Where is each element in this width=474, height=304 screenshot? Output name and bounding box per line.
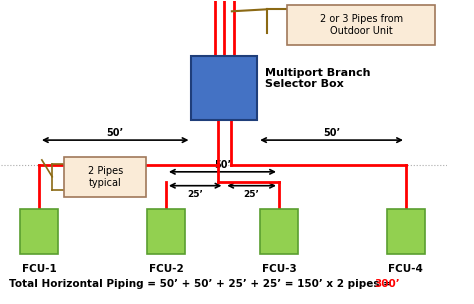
Text: 300’: 300’ xyxy=(374,279,400,289)
Text: FCU-4: FCU-4 xyxy=(388,264,423,274)
Text: 50’: 50’ xyxy=(323,128,340,138)
Text: FCU-2: FCU-2 xyxy=(149,264,183,274)
Text: Total Horizontal Piping = 50’ + 50’ + 25’ + 25’ = 150’ x 2 pipes =: Total Horizontal Piping = 50’ + 50’ + 25… xyxy=(9,279,395,289)
Bar xyxy=(260,209,298,254)
Text: 2 Pipes
typical: 2 Pipes typical xyxy=(88,166,123,188)
Text: FCU-1: FCU-1 xyxy=(22,264,56,274)
Text: 2 or 3 Pipes from
Outdoor Unit: 2 or 3 Pipes from Outdoor Unit xyxy=(319,14,403,36)
Bar xyxy=(147,209,185,254)
Text: 50’: 50’ xyxy=(214,160,231,170)
Bar xyxy=(387,209,425,254)
FancyBboxPatch shape xyxy=(287,5,435,45)
Text: 50’: 50’ xyxy=(107,128,124,138)
Text: 25’: 25’ xyxy=(244,190,260,199)
Text: 25’: 25’ xyxy=(187,190,203,199)
FancyBboxPatch shape xyxy=(64,157,146,197)
Bar xyxy=(191,56,257,120)
Text: Multiport Branch
Selector Box: Multiport Branch Selector Box xyxy=(265,68,370,89)
Bar xyxy=(20,209,58,254)
Text: FCU-3: FCU-3 xyxy=(262,264,296,274)
